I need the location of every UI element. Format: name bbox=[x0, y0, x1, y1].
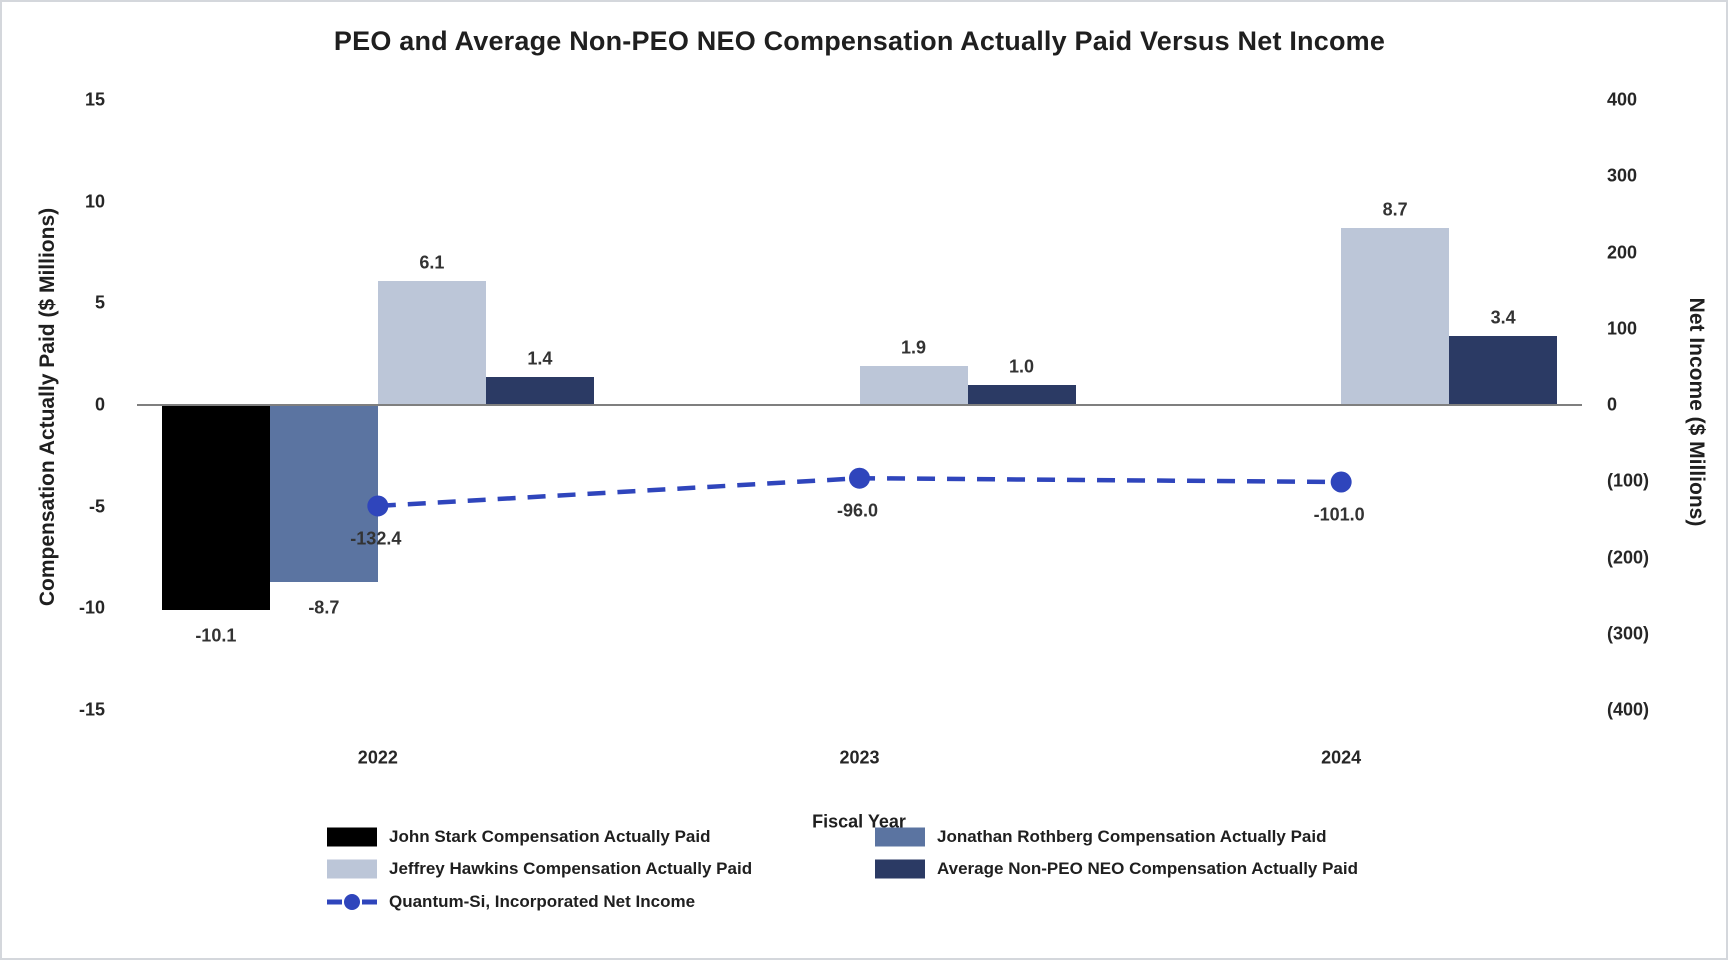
bar-value-label: 3.4 bbox=[1490, 307, 1516, 328]
bar-value-label: 1.4 bbox=[527, 348, 553, 369]
y-axis-tick-right: 0 bbox=[1607, 394, 1618, 415]
bar-value-label: 8.7 bbox=[1382, 199, 1408, 220]
legend-label: Jonathan Rothberg Compensation Actually … bbox=[937, 827, 1327, 846]
y-axis-tick-right: (300) bbox=[1607, 623, 1650, 644]
net-income-marker-2023 bbox=[849, 467, 870, 489]
y-axis-tick-left: 0 bbox=[94, 394, 105, 415]
legend-label: Jeffrey Hawkins Compensation Actually Pa… bbox=[389, 859, 753, 878]
y-axis-tick-right: 200 bbox=[1607, 242, 1638, 262]
net-income-value-label: -101.0 bbox=[1313, 504, 1365, 525]
y-axis-tick-left: -5 bbox=[88, 496, 105, 517]
bar-value-label: 1.9 bbox=[900, 337, 927, 358]
net-income-value-label: -96.0 bbox=[836, 500, 879, 521]
bar-jeffrey-hawkins-2024 bbox=[1341, 228, 1450, 405]
y-axis-tick-left: -15 bbox=[78, 699, 105, 720]
bar-john-stark-2022 bbox=[161, 405, 270, 611]
legend-label: John Stark Compensation Actually Paid bbox=[389, 827, 711, 846]
bar-average-non-peo-neo-2023 bbox=[967, 384, 1076, 405]
bar-average-non-peo-neo-2022 bbox=[485, 376, 594, 405]
zero-axis-line bbox=[137, 404, 1582, 406]
bar-value-label: 6.1 bbox=[419, 252, 445, 273]
net-income-value-label: -132.4 bbox=[350, 528, 402, 549]
y-axis-tick-right: (100) bbox=[1607, 470, 1650, 491]
bar-jeffrey-hawkins-2023 bbox=[859, 366, 968, 405]
bar-value-label: 1.0 bbox=[1008, 356, 1035, 377]
legend-label: Quantum-Si, Incorporated Net Income bbox=[389, 892, 696, 911]
net-income-marker-2024 bbox=[1330, 471, 1352, 493]
y-axis-tick-right: (200) bbox=[1607, 547, 1650, 567]
legend-line-marker-icon bbox=[327, 892, 377, 912]
y-axis-tick-right: 400 bbox=[1607, 89, 1638, 110]
x-axis-title: Fiscal Year bbox=[812, 811, 906, 832]
x-axis-tick-2022: 2022 bbox=[357, 747, 398, 768]
chart-title: PEO and Average Non-PEO NEO Compensation… bbox=[333, 26, 1386, 56]
y-axis-tick-left: 10 bbox=[84, 191, 105, 212]
legend-swatch-average-non-peo-neo bbox=[875, 859, 925, 879]
x-axis-tick-2024: 2024 bbox=[1321, 747, 1362, 768]
legend-swatch-jeffrey-hawkins bbox=[327, 859, 377, 879]
y-axis-tick-right: 100 bbox=[1607, 318, 1638, 339]
net-income-marker-2022 bbox=[367, 495, 389, 517]
x-axis-tick-2023: 2023 bbox=[839, 747, 880, 768]
bar-value-label: -8.7 bbox=[308, 597, 340, 618]
y-axis-tick-left: -10 bbox=[78, 597, 105, 618]
legend-swatch-john-stark bbox=[327, 827, 377, 847]
bar-jonathan-rothberg-2022 bbox=[269, 405, 378, 582]
legend-swatch-jonathan-rothberg bbox=[875, 827, 925, 847]
y-axis-tick-right: 300 bbox=[1607, 165, 1638, 186]
legend-label: Average Non-PEO NEO Compensation Actuall… bbox=[937, 859, 1358, 878]
bar-average-non-peo-neo-2024 bbox=[1449, 335, 1558, 405]
bar-jeffrey-hawkins-2022 bbox=[377, 280, 486, 405]
y-axis-tick-left: 15 bbox=[84, 89, 105, 110]
y-axis-tick-right: (400) bbox=[1607, 699, 1650, 720]
y-axis-tick-left: 5 bbox=[94, 292, 105, 313]
bar-value-label: -10.1 bbox=[195, 625, 237, 646]
